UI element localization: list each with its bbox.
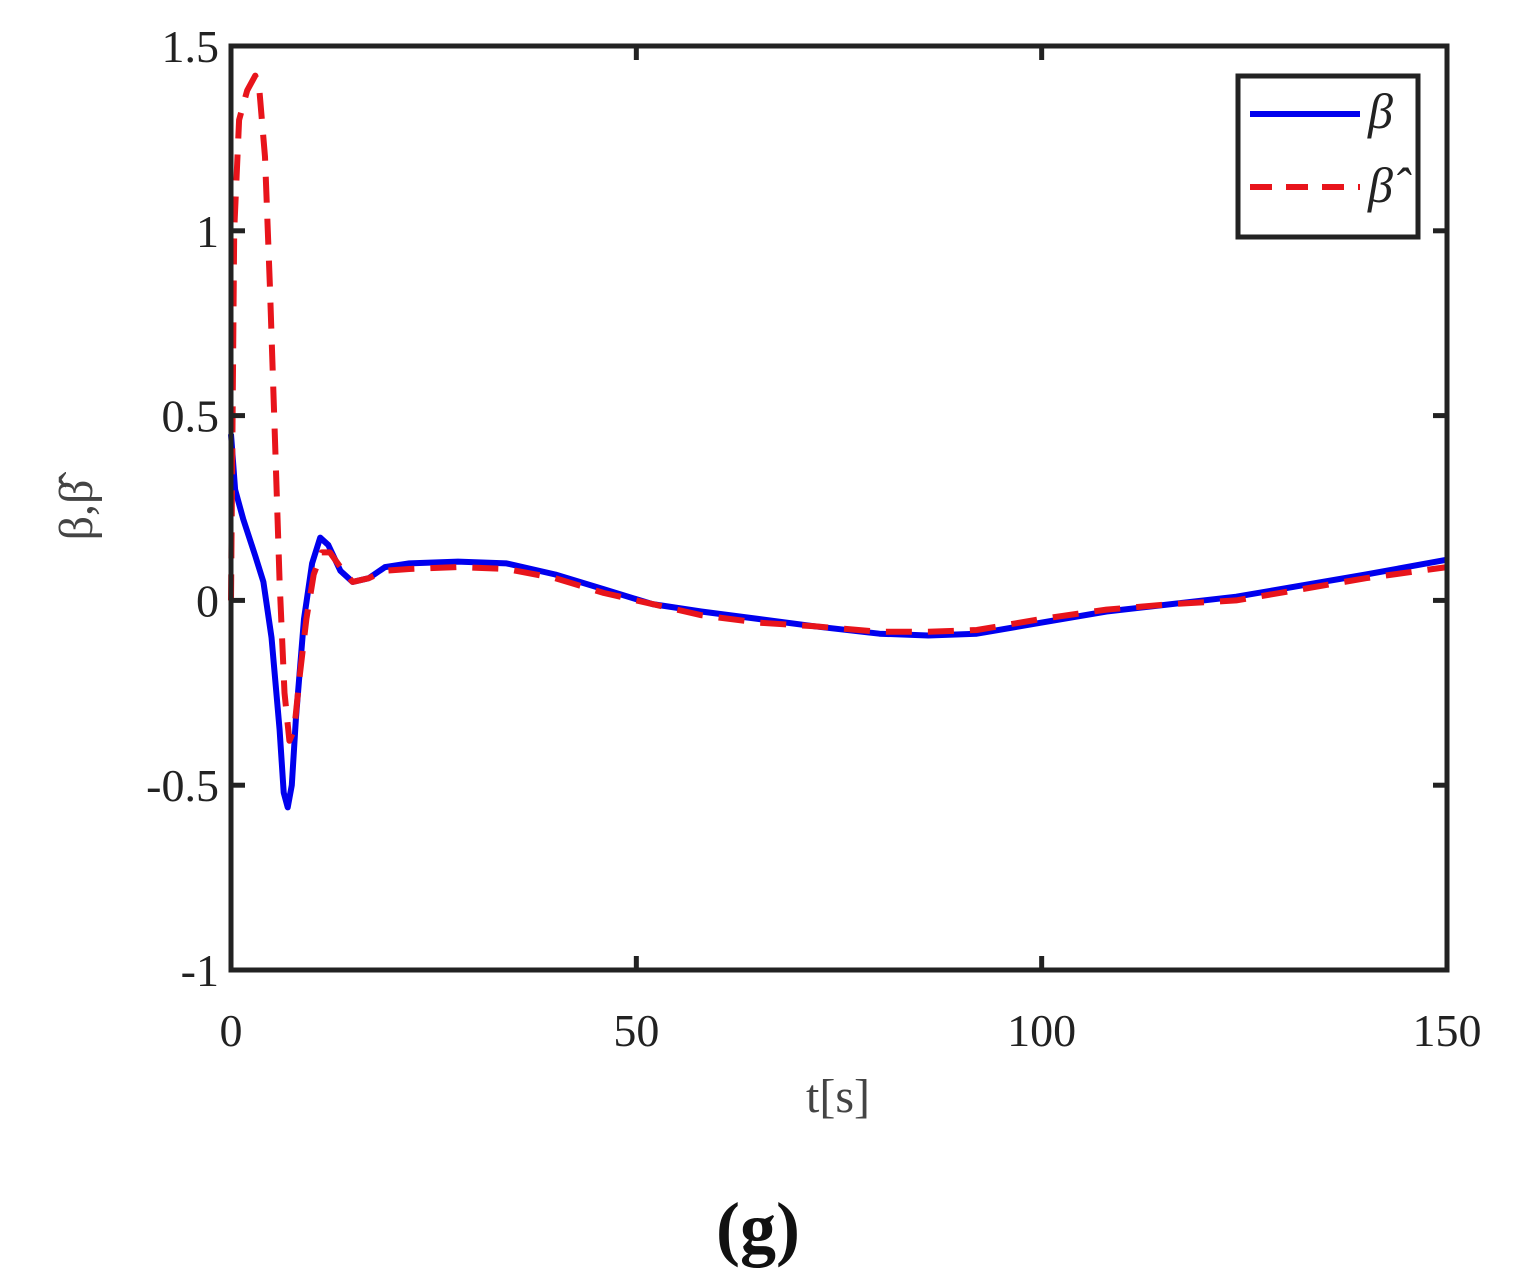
legend-label-beta: β bbox=[1367, 83, 1393, 139]
y-axis-label: β,β̂ bbox=[50, 472, 103, 541]
x-tick-label-0: 0 bbox=[220, 1005, 243, 1056]
y-tick-label-2: 0 bbox=[196, 575, 219, 626]
series-line-0 bbox=[228, 433, 1448, 811]
y-tick-label-3: 0.5 bbox=[162, 391, 220, 442]
legend-box bbox=[1235, 73, 1421, 240]
series-layer bbox=[228, 72, 1448, 811]
y-tick-label-1: -0.5 bbox=[146, 760, 219, 811]
series-line-1 bbox=[228, 72, 1448, 744]
y-tick-label-5: 1.5 bbox=[162, 21, 220, 72]
legend: β β̂ bbox=[1235, 73, 1421, 240]
tick-labels-layer: 0 50 100 150 -1 -0.5 0 0.5 1 1.5 bbox=[146, 21, 1481, 1056]
plot-frame bbox=[228, 43, 1450, 973]
x-tick-label-2: 100 bbox=[1007, 1005, 1076, 1056]
panel-label: (g) bbox=[716, 1188, 800, 1268]
x-tick-label-3: 150 bbox=[1413, 1005, 1482, 1056]
y-tick-label-0: -1 bbox=[181, 945, 219, 996]
y-tick-label-4: 1 bbox=[196, 206, 219, 257]
x-axis-label: t[s] bbox=[806, 1070, 870, 1123]
x-tick-label-1: 50 bbox=[613, 1005, 659, 1056]
